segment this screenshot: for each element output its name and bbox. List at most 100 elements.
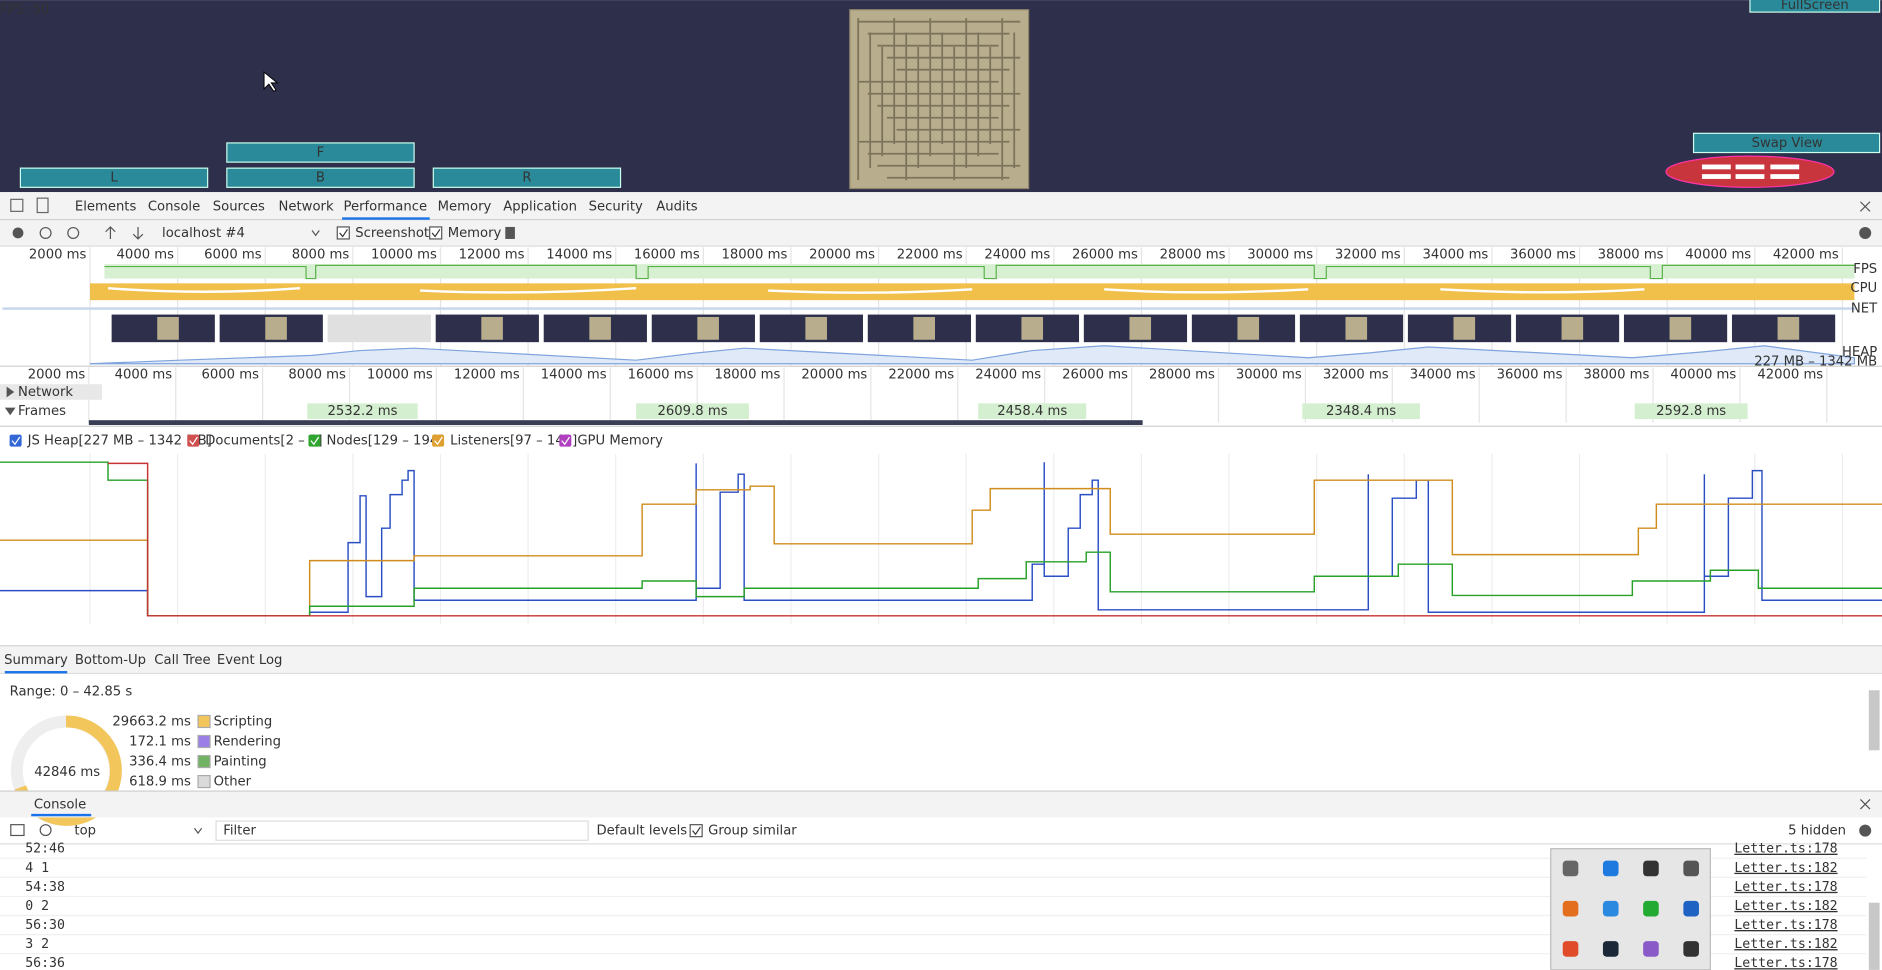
counter-label[interactable]: Documents[2 – 3] <box>205 434 322 449</box>
control-label[interactable]: R <box>522 171 531 186</box>
fps-line <box>104 264 1855 280</box>
tray-icon[interactable] <box>1683 860 1699 877</box>
message-source[interactable]: Letter.ts:182 <box>1734 937 1837 952</box>
fps-band <box>104 264 1855 279</box>
check <box>692 826 701 836</box>
tray-icon[interactable] <box>1683 941 1699 957</box>
settings-icon[interactable] <box>1859 226 1872 239</box>
devtools-tab[interactable]: Sources <box>213 200 265 215</box>
screenshot-maze <box>1561 316 1584 340</box>
counter-label[interactable]: Nodes[129 – 194] <box>326 434 443 449</box>
tray-icon[interactable] <box>1643 941 1659 957</box>
group-similar-option[interactable]: Group similar <box>708 824 797 839</box>
tray-icon[interactable] <box>1683 900 1699 917</box>
cursor <box>263 71 279 92</box>
control-button <box>226 142 415 163</box>
checkbox <box>336 226 350 240</box>
tab-selected <box>342 217 430 220</box>
devtools-tab[interactable]: Network <box>279 200 334 215</box>
ruler-tick: 38000 ms <box>1584 368 1650 383</box>
screenshot-maze <box>265 316 287 340</box>
console-settings[interactable] <box>1859 824 1872 837</box>
tray-icon[interactable] <box>1602 900 1619 917</box>
record-button[interactable] <box>12 227 24 239</box>
sidebar-icon <box>10 824 25 837</box>
frames-track-label[interactable]: Frames <box>18 404 66 419</box>
context-select[interactable]: top <box>74 824 96 839</box>
ruler-tick: 14000 ms <box>541 368 607 383</box>
upload-icon <box>105 226 116 239</box>
console-message: 3 2 <box>25 937 49 952</box>
summary-swatch <box>197 734 211 749</box>
screenshots-option[interactable]: Screenshots <box>355 226 436 241</box>
details-tab[interactable]: Bottom-Up <box>75 653 146 668</box>
overview-tick: 16000 ms <box>634 248 700 263</box>
tray-icon[interactable] <box>1643 860 1659 877</box>
frame-box <box>307 403 418 419</box>
screenshot-maze <box>1129 316 1152 340</box>
devtools-tab[interactable]: Audits <box>656 200 698 215</box>
message-source[interactable]: Letter.ts:182 <box>1734 861 1837 876</box>
devtools-tab[interactable]: Security <box>589 200 643 215</box>
summary-label: Painting <box>214 755 267 770</box>
memory-option[interactable]: Memory <box>448 226 502 241</box>
tray-icon[interactable] <box>1643 900 1659 917</box>
counter-label[interactable]: JS Heap[227 MB – 1342 MB] <box>27 434 212 449</box>
ruler-tick: 2000 ms <box>28 368 86 383</box>
message-source[interactable]: Letter.ts:178 <box>1734 842 1837 857</box>
select-arrow <box>311 230 320 237</box>
clear-button[interactable] <box>67 226 80 239</box>
screenshot-maze <box>1453 316 1476 340</box>
filter-placeholder[interactable]: Filter <box>223 824 256 839</box>
summary-value: 29663.2 ms <box>112 714 191 729</box>
details-tab[interactable]: Summary <box>4 653 68 668</box>
devtools-tab[interactable]: Memory <box>438 200 492 215</box>
net-bar <box>2 307 1857 310</box>
details-tab[interactable]: Event Log <box>217 653 283 668</box>
counter-label[interactable]: Listeners[97 – 142] <box>450 434 577 449</box>
target-select[interactable]: localhost #4 <box>162 226 245 241</box>
frame-duration: 2592.8 ms <box>1656 404 1726 419</box>
menu-button[interactable] <box>1665 155 1835 188</box>
tab-bar <box>0 192 1882 220</box>
tray-icon[interactable] <box>1562 941 1579 957</box>
tray-icon[interactable] <box>1602 860 1619 877</box>
control-button <box>432 167 622 188</box>
devtools-tab[interactable]: Elements <box>75 200 137 215</box>
summary-label: Rendering <box>214 734 281 749</box>
levels-select[interactable]: Default levels <box>597 824 688 839</box>
overview-tick: 4000 ms <box>117 248 175 263</box>
ruler-tick: 30000 ms <box>1236 368 1302 383</box>
overview-tick: 12000 ms <box>459 248 525 263</box>
control-label[interactable]: L <box>110 171 118 186</box>
tray-icon[interactable] <box>1602 941 1619 957</box>
details-tab[interactable]: Call Tree <box>154 653 210 668</box>
drawer-tab-selected <box>31 813 92 817</box>
check <box>434 436 443 446</box>
message-source[interactable]: Letter.ts:178 <box>1734 880 1837 895</box>
reload-button[interactable] <box>39 226 52 239</box>
overview-tick: 2000 ms <box>29 248 87 263</box>
control-label[interactable]: B <box>316 171 325 186</box>
tray-icon[interactable] <box>1562 860 1579 877</box>
devtools-tab[interactable]: Performance <box>343 200 427 215</box>
message-source[interactable]: Letter.ts:182 <box>1734 899 1837 914</box>
drawer-tab[interactable]: Console <box>34 797 86 812</box>
js-heap-line <box>0 462 1882 617</box>
counter-label[interactable]: GPU Memory <box>577 434 663 449</box>
tray-icon[interactable] <box>1562 900 1579 917</box>
ruler-tick: 18000 ms <box>715 368 781 383</box>
gc-button <box>505 226 515 239</box>
control-label[interactable]: F <box>317 146 325 161</box>
devtools-tab[interactable]: Application <box>503 200 577 215</box>
menu-bar <box>1770 174 1800 179</box>
clear-console[interactable] <box>39 824 52 837</box>
network-track-label[interactable]: Network <box>18 385 73 400</box>
devtools-tab[interactable]: Console <box>148 200 200 215</box>
swap-view-label[interactable]: Swap View <box>1752 136 1823 151</box>
fullscreen-label[interactable]: FullScreen <box>1781 0 1849 13</box>
message-source[interactable]: Letter.ts:178 <box>1734 918 1837 933</box>
message-source[interactable]: Letter.ts:178 <box>1734 956 1837 970</box>
check <box>561 436 571 446</box>
